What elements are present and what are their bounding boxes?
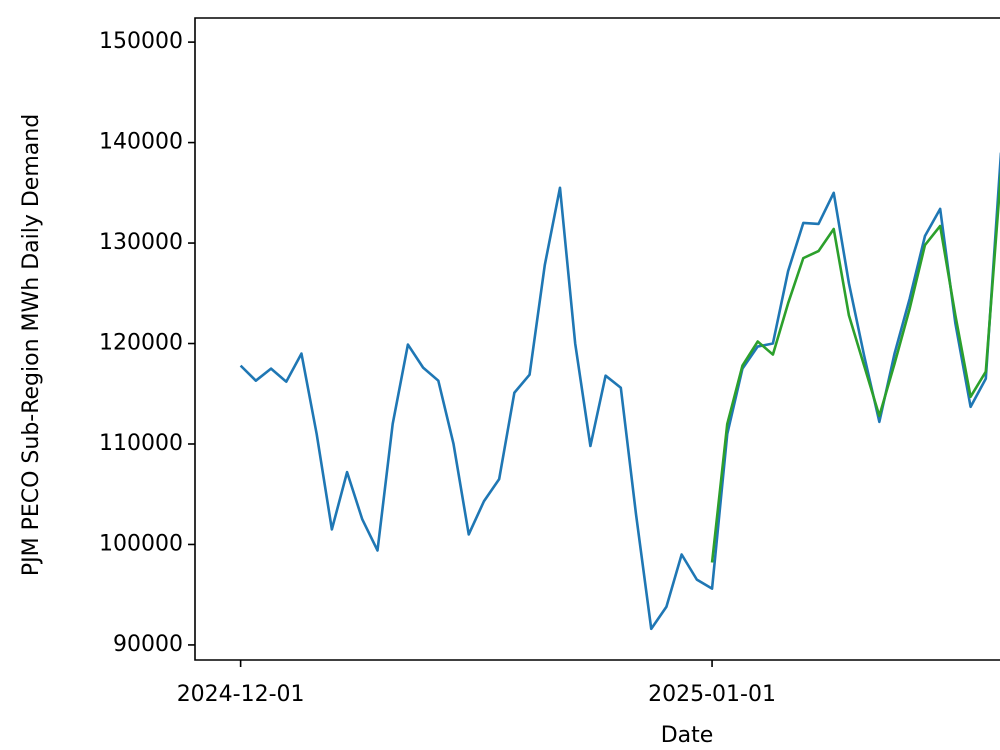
y-tick-label: 120000	[99, 331, 183, 356]
x-tick-label: 2024-12-01	[177, 682, 305, 707]
y-tick-label: 140000	[99, 130, 183, 155]
y-tick-label: 100000	[99, 531, 183, 556]
x-tick-label: 2025-01-01	[648, 682, 776, 707]
y-axis-label: PJM PECO Sub-Region MWh Daily Demand	[19, 114, 44, 576]
y-tick-label: 90000	[113, 632, 183, 657]
x-axis-label: Date	[661, 723, 714, 748]
y-tick-label: 150000	[99, 29, 183, 54]
data-line	[710, 172, 1000, 563]
y-tick-label: 110000	[99, 431, 183, 456]
y-tick-label: 130000	[99, 230, 183, 255]
plot-area	[239, 152, 1000, 631]
axes-frame	[194, 17, 1000, 661]
